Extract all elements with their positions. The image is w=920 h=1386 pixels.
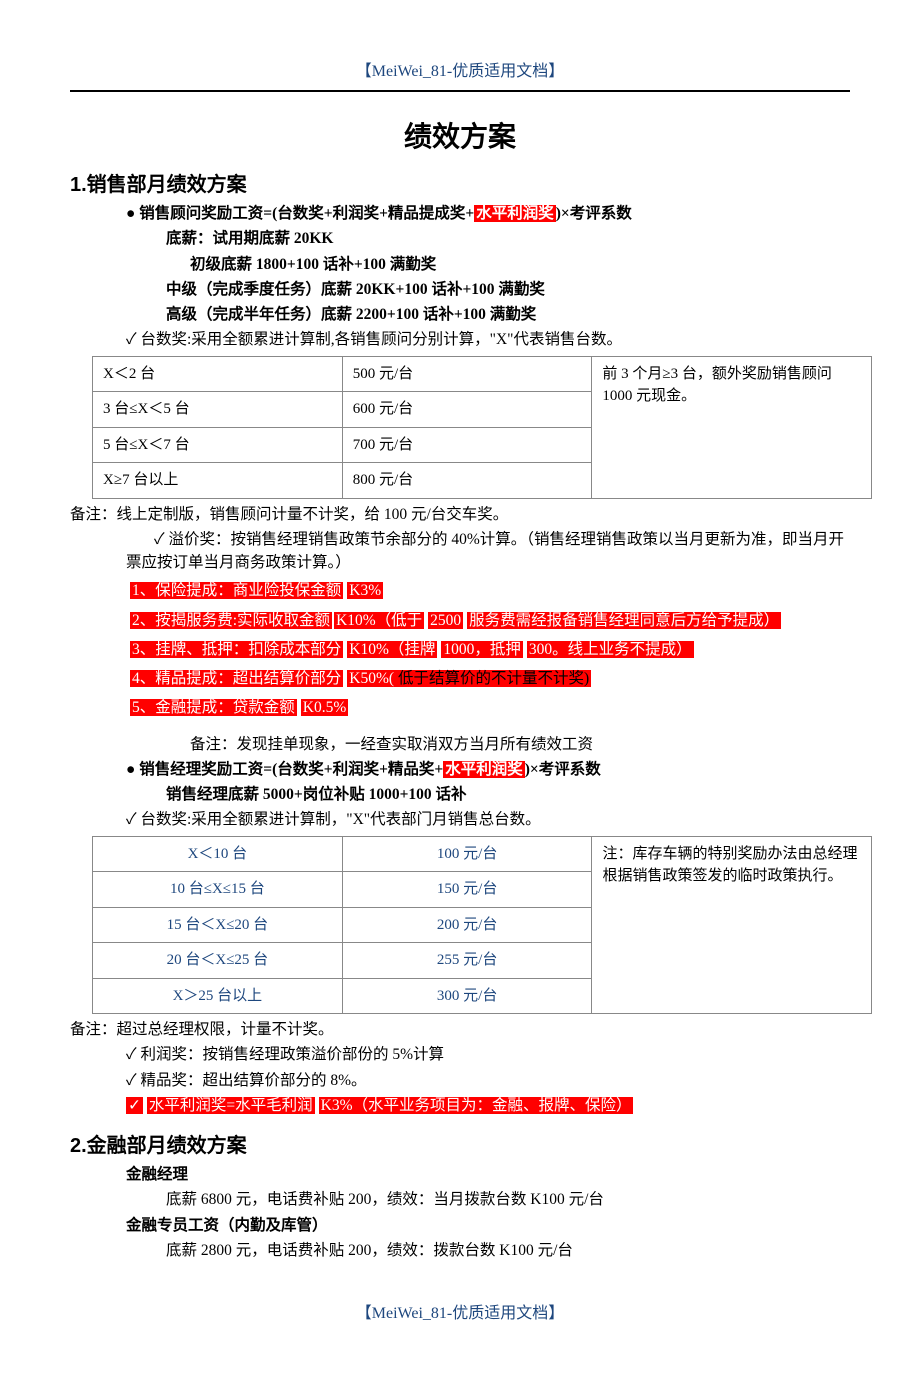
table-cell: 600 元/台 [342, 392, 592, 428]
remark-3: 备注：超过总经理权限，计量不计奖。 [70, 1018, 850, 1041]
manager-formula: 销售经理奖励工资=(台数奖+利润奖+精品奖+水平利润奖)×考评系数 [70, 758, 850, 781]
table-cell: 255 元/台 [342, 943, 592, 979]
manager-base: 销售经理底薪 5000+岗位补贴 1000+100 话补 [70, 783, 850, 806]
red-line-4: 4、精品提成：超出结算价部分K50%(低于结算价的不计量不计奖) [130, 667, 591, 690]
bullet-icon [126, 205, 139, 222]
red-line-1: 1、保险提成：商业险投保金额K3% [130, 579, 383, 602]
table-cell: X≥7 台以上 [93, 463, 343, 499]
table-cell: 3 台≤X＜5 台 [93, 392, 343, 428]
table-cell: X＞25 台以上 [93, 978, 343, 1014]
table-cell: 15 台＜X≤20 台 [93, 907, 343, 943]
table-cell: 800 元/台 [342, 463, 592, 499]
table-cell: 200 元/台 [342, 907, 592, 943]
red-line-6: ✓ 水平利润奖=水平毛利润K3%（水平业务项目为：金融、报牌、保险） [70, 1094, 850, 1117]
fin-mgr-pay: 底薪 6800 元，电话费补贴 200，绩效：当月拨款台数 K100 元/台 [70, 1188, 850, 1211]
unit-award-desc: 台数奖:采用全额累进计算制,各销售顾问分别计算，"X"代表销售台数。 [70, 328, 850, 351]
manager-tier-table: X＜10 台 100 元/台 注：库存车辆的特别奖励办法由总经理根据销售政策签发… [92, 836, 872, 1015]
red-line-3: 3、挂牌、抵押：扣除成本部分K10%（挂牌1000，抵押300。线上业务不提成） [130, 638, 694, 661]
junior-salary: 初级底薪 1800+100 话补+100 满勤奖 [70, 253, 850, 276]
section-1-head: 1.销售部月绩效方案 [70, 170, 850, 200]
fin-spec-pay: 底薪 2800 元，电话费补贴 200，绩效：拨款台数 K100 元/台 [70, 1239, 850, 1262]
sales-formula: 销售顾问奖励工资=(台数奖+利润奖+精品提成奖+水平利润奖)×考评系数 [70, 202, 850, 225]
senior-salary: 高级（完成半年任务）底薪 2200+100 话补+100 满勤奖 [70, 303, 850, 326]
mid-salary: 中级（完成季度任务）底薪 20KK+100 话补+100 满勤奖 [70, 278, 850, 301]
table-cell: 100 元/台 [342, 836, 592, 872]
highlight: 水平利润奖 [474, 205, 556, 222]
table-note: 注：库存车辆的特别奖励办法由总经理根据销售政策签发的临时政策执行。 [592, 836, 872, 1014]
page-footer: 【MeiWei_81-优质适用文档】 [70, 1302, 850, 1326]
check-icon [126, 1072, 140, 1089]
highlight: 水平利润奖 [443, 761, 525, 778]
table-cell: 300 元/台 [342, 978, 592, 1014]
fin-spec-title: 金融专员工资（内勤及库管） [70, 1214, 850, 1237]
table-cell: 700 元/台 [342, 427, 592, 463]
section-2-head: 2.金融部月绩效方案 [70, 1131, 850, 1161]
table-cell: 20 台＜X≤25 台 [93, 943, 343, 979]
table-note: 前 3 个月≥3 台，额外奖励销售顾问 1000 元现金。 [592, 356, 872, 498]
check-icon [126, 811, 140, 828]
check-icon [126, 331, 140, 348]
bullet-icon [126, 761, 139, 778]
check-icon [126, 1046, 140, 1063]
remark-1: 备注：线上定制版，销售顾问计量不计奖，给 100 元/台交车奖。 [70, 503, 850, 526]
table-cell: 150 元/台 [342, 872, 592, 908]
page-header: 【MeiWei_81-优质适用文档】 [70, 60, 850, 92]
red-line-2: 2、按揭服务费:实际收取金额K10%（低于2500服务费需经报备销售经理同意后方… [130, 609, 781, 632]
table-cell: X＜10 台 [93, 836, 343, 872]
table-cell: X＜2 台 [93, 356, 343, 392]
table-cell: 500 元/台 [342, 356, 592, 392]
base-salary: 底薪：试用期底薪 20KK [70, 227, 850, 250]
table-cell: 10 台≤X≤15 台 [93, 872, 343, 908]
manager-unit-desc: 台数奖:采用全额累进计算制，"X"代表部门月销售总台数。 [70, 808, 850, 831]
fin-mgr-title: 金融经理 [70, 1163, 850, 1186]
profit-award: 利润奖：按销售经理政策溢价部份的 5%计算 [70, 1043, 850, 1066]
check-icon [154, 531, 168, 548]
red-line-5: 5、金融提成：贷款金额K0.5% [130, 696, 348, 719]
doc-title: 绩效方案 [70, 116, 850, 158]
premium-award: 溢价奖：按销售经理销售政策节余部分的 40%计算。（销售经理销售政策以当月更新为… [70, 528, 850, 575]
remark-2: 备注：发现挂单现象，一经查实取消双方当月所有绩效工资 [70, 733, 850, 756]
table-cell: 5 台≤X＜7 台 [93, 427, 343, 463]
boutique-award: 精品奖：超出结算价部分的 8%。 [70, 1069, 850, 1092]
sales-tier-table: X＜2 台 500 元/台 前 3 个月≥3 台，额外奖励销售顾问 1000 元… [92, 356, 872, 499]
